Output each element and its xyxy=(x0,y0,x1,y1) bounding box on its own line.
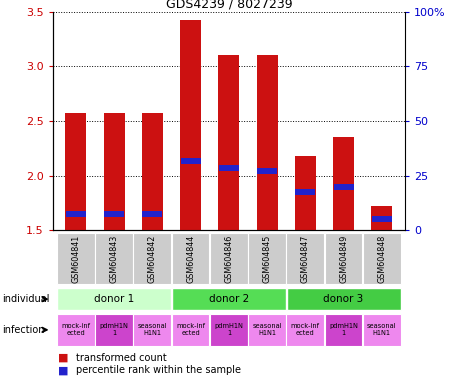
Bar xyxy=(370,206,392,230)
Bar xyxy=(65,113,86,230)
Bar xyxy=(256,55,277,230)
Text: donor 2: donor 2 xyxy=(208,294,248,304)
Text: pdmH1N
1: pdmH1N 1 xyxy=(100,323,128,336)
FancyBboxPatch shape xyxy=(171,233,209,284)
FancyBboxPatch shape xyxy=(172,288,285,310)
FancyBboxPatch shape xyxy=(209,233,247,284)
Title: GDS4239 / 8027239: GDS4239 / 8027239 xyxy=(165,0,291,10)
Text: donor 1: donor 1 xyxy=(94,294,134,304)
Bar xyxy=(257,168,276,174)
Bar xyxy=(179,20,201,230)
Bar xyxy=(218,165,238,171)
Text: mock-inf
ected: mock-inf ected xyxy=(290,323,319,336)
FancyBboxPatch shape xyxy=(209,314,247,346)
Text: donor 3: donor 3 xyxy=(323,294,363,304)
Bar xyxy=(104,211,124,217)
FancyBboxPatch shape xyxy=(95,233,133,284)
Text: GSM604849: GSM604849 xyxy=(338,235,347,283)
Text: ■: ■ xyxy=(57,365,68,375)
FancyBboxPatch shape xyxy=(362,314,400,346)
Text: GSM604844: GSM604844 xyxy=(186,235,195,283)
FancyBboxPatch shape xyxy=(171,314,209,346)
Text: mock-inf
ected: mock-inf ected xyxy=(61,323,90,336)
FancyBboxPatch shape xyxy=(362,233,400,284)
Bar xyxy=(141,113,162,230)
Bar xyxy=(142,211,162,217)
FancyBboxPatch shape xyxy=(95,314,133,346)
Text: infection: infection xyxy=(2,325,45,335)
Text: ■: ■ xyxy=(57,353,68,362)
Bar xyxy=(295,189,315,195)
Text: GSM604848: GSM604848 xyxy=(376,235,386,283)
FancyBboxPatch shape xyxy=(57,288,171,310)
Bar xyxy=(218,55,239,230)
Text: seasonal
H1N1: seasonal H1N1 xyxy=(252,323,281,336)
Text: transformed count: transformed count xyxy=(76,353,166,362)
Bar xyxy=(371,217,391,222)
Text: GSM604843: GSM604843 xyxy=(109,235,118,283)
Text: pdmH1N
1: pdmH1N 1 xyxy=(329,323,357,336)
FancyBboxPatch shape xyxy=(324,233,362,284)
Text: GSM604846: GSM604846 xyxy=(224,235,233,283)
FancyBboxPatch shape xyxy=(286,314,324,346)
FancyBboxPatch shape xyxy=(247,233,285,284)
FancyBboxPatch shape xyxy=(133,233,171,284)
Text: seasonal
H1N1: seasonal H1N1 xyxy=(366,323,396,336)
FancyBboxPatch shape xyxy=(324,314,362,346)
Bar xyxy=(180,159,200,164)
FancyBboxPatch shape xyxy=(57,314,95,346)
Text: GSM604845: GSM604845 xyxy=(262,235,271,283)
Bar xyxy=(332,137,353,230)
Bar xyxy=(333,184,353,190)
Text: individual: individual xyxy=(2,294,50,304)
Text: pdmH1N
1: pdmH1N 1 xyxy=(214,323,243,336)
FancyBboxPatch shape xyxy=(286,288,400,310)
Bar xyxy=(294,156,315,230)
FancyBboxPatch shape xyxy=(133,314,171,346)
Bar xyxy=(103,113,124,230)
Bar xyxy=(66,211,86,217)
Text: percentile rank within the sample: percentile rank within the sample xyxy=(76,365,241,375)
Text: GSM604841: GSM604841 xyxy=(71,235,80,283)
FancyBboxPatch shape xyxy=(286,233,324,284)
Text: mock-inf
ected: mock-inf ected xyxy=(176,323,205,336)
FancyBboxPatch shape xyxy=(247,314,285,346)
Text: GSM604842: GSM604842 xyxy=(147,235,157,283)
Text: seasonal
H1N1: seasonal H1N1 xyxy=(137,323,167,336)
FancyBboxPatch shape xyxy=(57,233,95,284)
Text: GSM604847: GSM604847 xyxy=(300,235,309,283)
